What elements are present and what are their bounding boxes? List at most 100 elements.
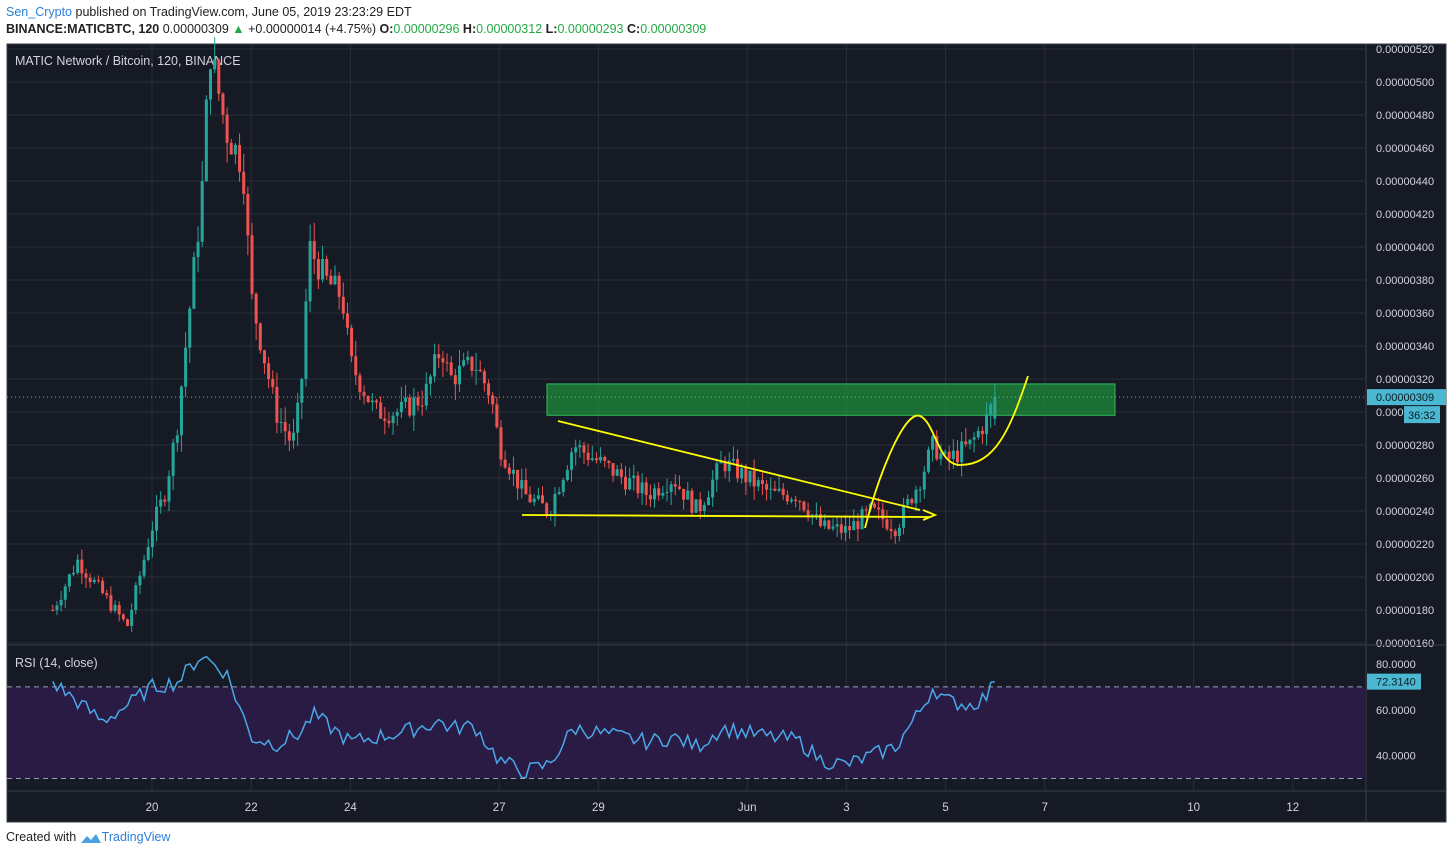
- candle-body: [424, 383, 428, 406]
- y-tick-label: 0.00000360: [1376, 308, 1434, 320]
- change-arrow-icon: ▲: [232, 22, 245, 36]
- x-tick-label: 3: [843, 802, 849, 814]
- candle-body: [565, 469, 569, 480]
- candle-body: [570, 452, 574, 470]
- author-link[interactable]: Sen_Crypto: [6, 5, 73, 19]
- candle-body: [715, 463, 719, 480]
- candle-body: [877, 507, 881, 510]
- y-tick-label: 0.00000340: [1376, 341, 1434, 353]
- candle-body: [271, 379, 275, 387]
- candle-body: [682, 488, 686, 500]
- candle-body: [379, 402, 383, 419]
- y-tick-label: 0.00000400: [1376, 242, 1434, 254]
- candle-body: [993, 397, 997, 419]
- chart-frame: [6, 43, 1447, 823]
- candle-body: [200, 181, 204, 242]
- candle-body: [333, 275, 337, 285]
- candle-body: [731, 458, 735, 461]
- candle-body: [55, 605, 59, 611]
- candle-body: [495, 404, 499, 428]
- rsi-y-tick-label: 40.0000: [1376, 751, 1416, 763]
- y-tick-label: 0.00000240: [1376, 506, 1434, 518]
- candle-body: [88, 577, 92, 583]
- candle-body: [528, 494, 532, 503]
- y-tick-label: 0.00000380: [1376, 275, 1434, 287]
- candle-body: [594, 458, 598, 461]
- candle-body: [661, 492, 665, 496]
- x-tick-label: 24: [344, 802, 357, 814]
- candle-body: [408, 397, 412, 416]
- candle-body: [541, 495, 544, 504]
- candle-body: [897, 527, 901, 537]
- candle-body: [615, 469, 619, 476]
- tradingview-brand-link[interactable]: TradingView: [101, 830, 171, 844]
- candle-body: [250, 235, 254, 294]
- candle-body: [325, 258, 329, 276]
- candle-body: [677, 486, 681, 489]
- candle-body: [839, 524, 843, 533]
- candle-body: [350, 327, 354, 357]
- candle-body: [209, 69, 212, 100]
- candle-body: [636, 475, 640, 494]
- candle-body: [391, 415, 395, 424]
- rsi-band: [7, 686, 1366, 779]
- candle-body: [163, 499, 167, 502]
- open-label: O:: [379, 22, 394, 36]
- candle-body: [491, 395, 495, 405]
- open-value: 0.00000296: [393, 22, 460, 36]
- candle-body: [603, 456, 607, 461]
- rsi-title: RSI (14, close): [15, 656, 98, 670]
- candle-body: [358, 375, 362, 392]
- candle-body: [619, 469, 623, 477]
- candle-body: [383, 418, 387, 421]
- candle-body: [217, 59, 221, 94]
- candle-body: [279, 422, 283, 424]
- candle-body: [827, 520, 831, 529]
- symbol-line: BINANCE:MATICBTC, 120 0.00000309 ▲ +0.00…: [6, 22, 706, 36]
- last-price: 0.00000309: [162, 22, 229, 36]
- y-tick-label: 0.00000480: [1376, 110, 1434, 122]
- candle-body: [798, 501, 802, 503]
- candle-body: [246, 193, 250, 236]
- candle-body: [939, 453, 943, 460]
- candle-body: [370, 400, 374, 403]
- candle-body: [420, 405, 424, 407]
- candle-body: [893, 530, 897, 537]
- candle-body: [702, 505, 706, 512]
- y-tick-label: 0.00000520: [1376, 44, 1434, 56]
- candle-body: [184, 347, 188, 387]
- candle-body: [972, 437, 976, 440]
- candle-body: [159, 499, 163, 507]
- candle-body: [458, 365, 461, 385]
- chart-canvas[interactable]: 0.00000160 0.00000180 0.00000200 0.00000220…: [0, 0, 1452, 830]
- candle-body: [860, 509, 864, 530]
- candle-body: [653, 488, 657, 500]
- candle-body: [76, 559, 80, 573]
- candle-body: [943, 451, 947, 454]
- candle-body: [375, 400, 378, 403]
- y-tick-label: 0.00000200: [1376, 572, 1434, 584]
- candle-body: [885, 519, 889, 529]
- candle-body: [976, 430, 980, 438]
- candles: [51, 37, 997, 633]
- rsi-line: [52, 655, 995, 779]
- high-label: H:: [462, 22, 477, 36]
- candle-body: [673, 484, 677, 487]
- candle-body: [287, 431, 291, 441]
- candle-body: [985, 414, 989, 435]
- candle-body: [794, 499, 798, 502]
- candle-body: [536, 495, 540, 499]
- candle-body: [238, 144, 242, 172]
- candle-body: [831, 526, 835, 529]
- candle-body: [752, 470, 756, 487]
- candle-body: [312, 241, 316, 260]
- candle-body: [503, 459, 507, 468]
- last-price-tag: [1367, 389, 1446, 406]
- candle-body: [781, 488, 785, 496]
- candle-body: [233, 144, 237, 155]
- countdown-tag: [1404, 406, 1440, 424]
- candle-body: [478, 369, 482, 372]
- candle-body: [213, 59, 217, 70]
- candle-body: [126, 619, 129, 626]
- candle-body: [873, 503, 876, 508]
